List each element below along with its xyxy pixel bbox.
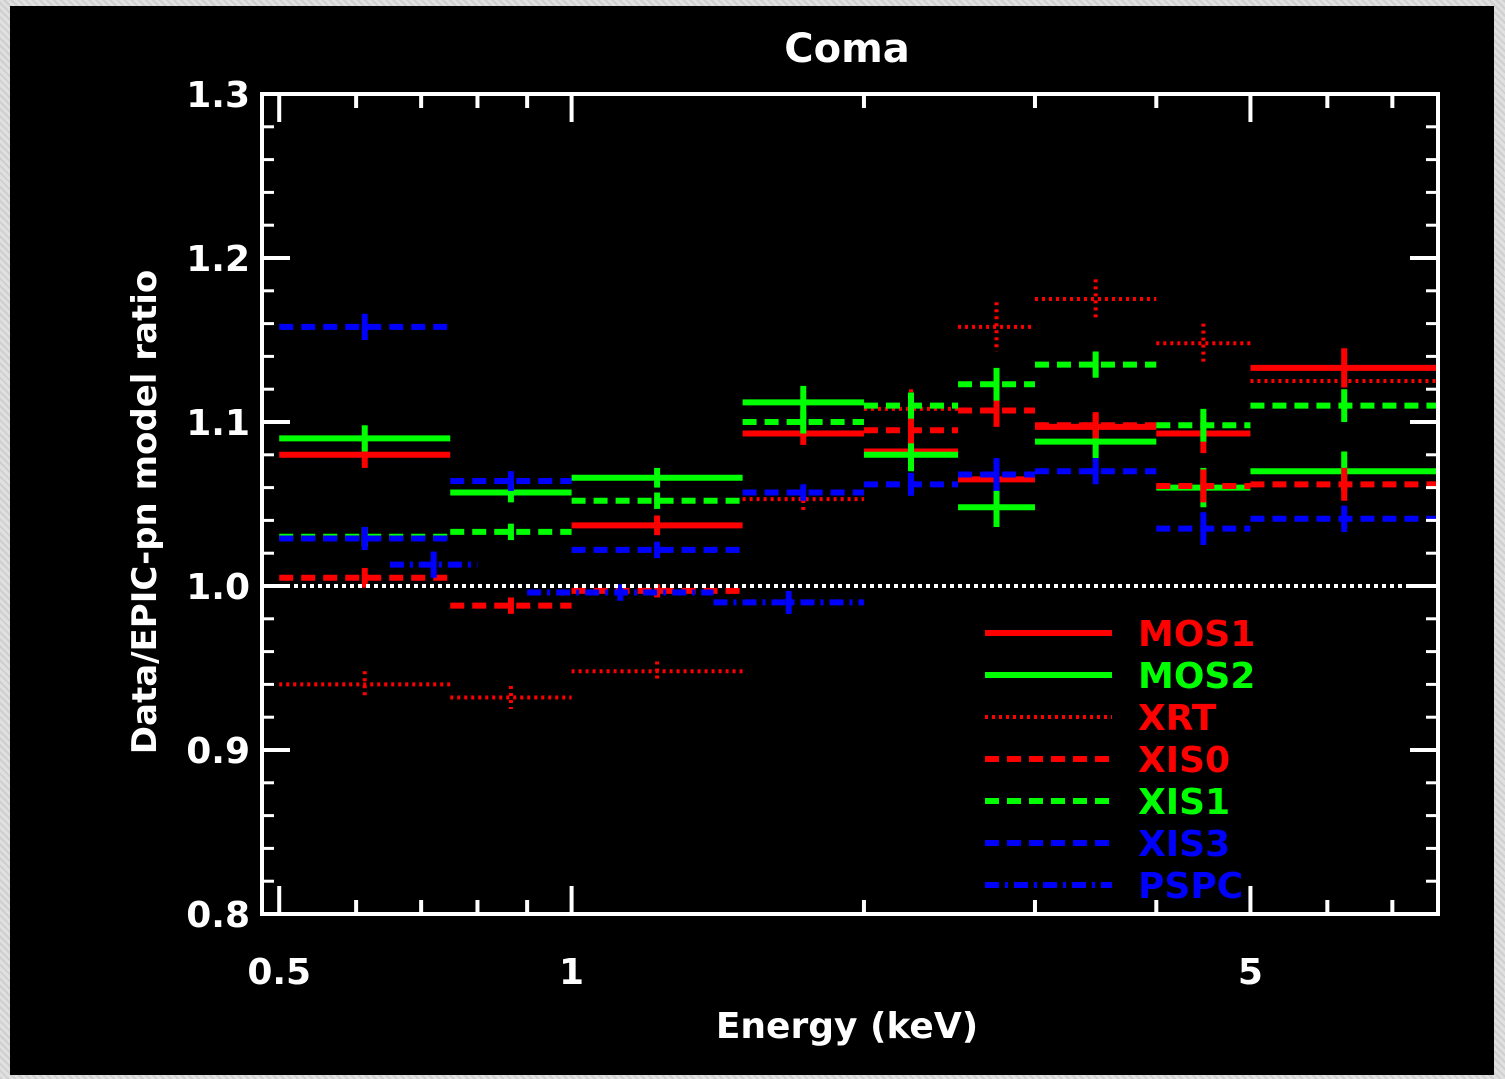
legend-label-xis1: XIS1 [1138, 782, 1230, 823]
legend-label-pspc: PSPC [1138, 866, 1243, 907]
y-tick-label: 1.0 [186, 567, 250, 608]
legend-label-mos1: MOS1 [1138, 614, 1255, 655]
series-layer [279, 279, 1438, 709]
legend-label-xis3: XIS3 [1138, 824, 1230, 865]
axes-box [260, 92, 1440, 916]
axes-layer: 0.8 0.9 1.0 1.1 1.2 1.3 0.5 1 5 [186, 75, 1440, 993]
y-tick-label: 0.9 [186, 731, 250, 772]
series-xis1 [279, 351, 1438, 547]
series-mos1 [279, 348, 1438, 536]
y-tick-label: 1.1 [186, 403, 250, 444]
x-axis-label: Energy (keV) [716, 1006, 978, 1047]
series-xis3 [279, 313, 1438, 559]
legend-label-mos2: MOS2 [1138, 656, 1255, 697]
chart-title: Coma [784, 26, 910, 72]
y-tick-label: 0.8 [186, 895, 250, 936]
y-tick-label: 1.2 [186, 239, 250, 280]
chart: 0.8 0.9 1.0 1.1 1.2 1.3 0.5 1 5 Coma Energy (keV… [125, 26, 1440, 1047]
x-tick-label: 0.5 [247, 952, 311, 993]
legend-label-xis0: XIS0 [1138, 740, 1230, 781]
series-xrt [279, 279, 1438, 709]
series-xis0 [279, 394, 1438, 614]
y-axis-label: Data/EPIC-pn model ratio [125, 270, 165, 754]
x-tick-label: 1 [559, 952, 584, 993]
x-tick-label: 5 [1238, 952, 1263, 993]
plot-frame: 0.8 0.9 1.0 1.1 1.2 1.3 0.5 1 5 Coma Energy (keV… [10, 6, 1494, 1075]
y-tick-label: 1.3 [186, 75, 250, 116]
legend-label-xrt: XRT [1138, 698, 1217, 739]
series-pspc [389, 551, 864, 614]
